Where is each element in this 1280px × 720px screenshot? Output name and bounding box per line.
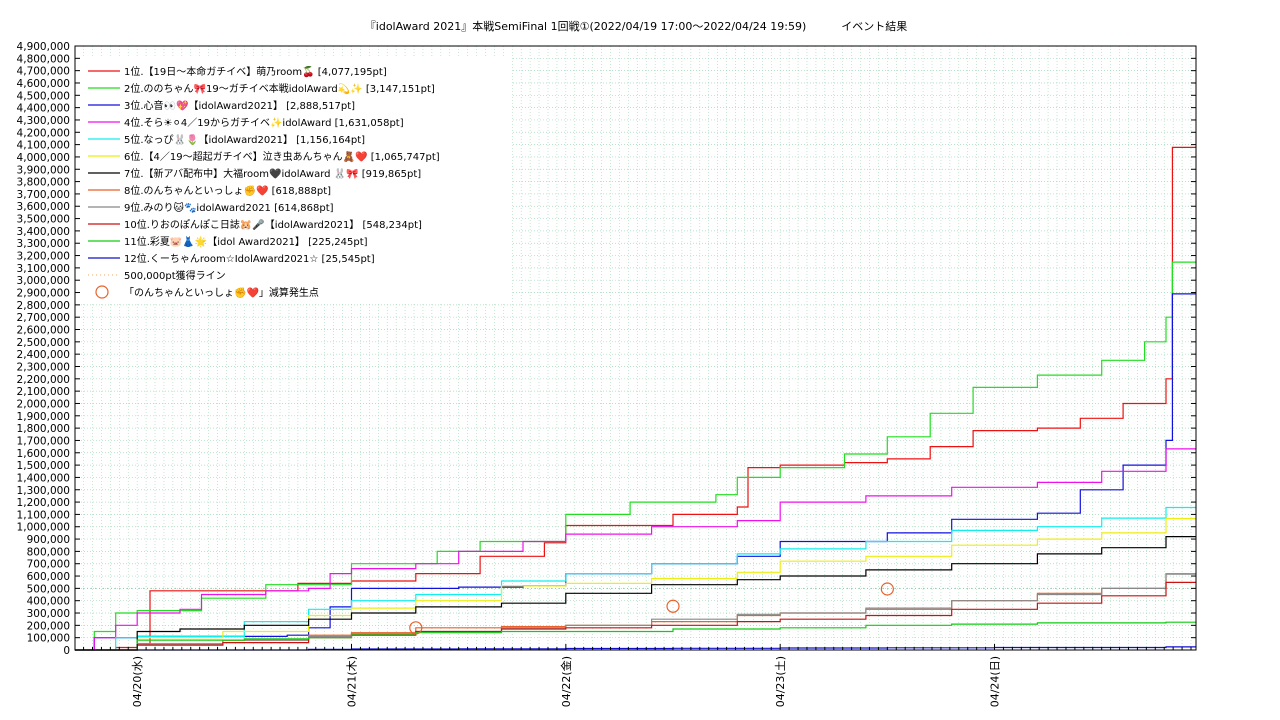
- legend-label: 8位.のんちゃんといっしょ✊❤️ [618,888pt]: [124, 184, 331, 197]
- y-tick-label: 2,300,000: [17, 361, 70, 373]
- y-tick-label: 2,900,000: [17, 288, 70, 300]
- legend-label-marker: 「のんちゃんといっしょ✊❤️」減算発生点: [124, 286, 319, 299]
- y-tick-label: 3,400,000: [17, 226, 70, 238]
- y-tick-label: 3,700,000: [17, 189, 70, 201]
- plot-frame: [74, 45, 1197, 651]
- y-tick-label: 3,300,000: [17, 238, 70, 250]
- axes: 0100,000200,000300,000400,000500,000600,…: [17, 41, 1196, 707]
- deduction-marker: [409, 621, 423, 635]
- legend-label: 11位.彩夏🐷👗🌟【idol Award2021】 [225,245pt]: [124, 235, 368, 248]
- deduction-marker: [666, 599, 680, 613]
- legend-label: 2位.ののちゃん🎀19～ガチイベ本戦idolAward💫✨ [3,147,151…: [124, 82, 435, 95]
- y-tick-label: 1,700,000: [17, 435, 70, 447]
- y-tick-label: 4,700,000: [17, 66, 70, 78]
- y-tick-label: 2,700,000: [17, 312, 70, 324]
- y-tick-label: 1,200,000: [17, 497, 70, 509]
- y-tick-label: 3,000,000: [17, 275, 70, 287]
- legend-label: 6位.【4／19～超起ガチイベ】泣き虫あんちゃん🧸❤️ [1,065,747pt…: [124, 150, 440, 163]
- y-tick-label: 200,000: [27, 620, 70, 632]
- legend-label: 3位.心音👀💖【idolAward2021】 [2,888,517pt]: [124, 99, 355, 112]
- legend-label: 4位.そら☀︎⚪︎4／19からガチイベ✨idolAward [1,631,058…: [124, 116, 404, 129]
- y-tick-label: 100,000: [27, 633, 70, 645]
- y-tick-label: 3,200,000: [17, 251, 70, 263]
- y-tick-label: 3,800,000: [17, 177, 70, 189]
- y-tick-label: 4,600,000: [17, 78, 70, 90]
- y-tick-label: 2,500,000: [17, 337, 70, 349]
- y-tick-label: 2,400,000: [17, 349, 70, 361]
- y-tick-label: 500,000: [27, 583, 70, 595]
- y-tick-label: 3,600,000: [17, 201, 70, 213]
- y-tick-label: 1,800,000: [17, 423, 70, 435]
- y-tick-label: 1,600,000: [17, 448, 70, 460]
- x-tick-label: 04/22(金): [559, 656, 573, 707]
- y-tick-label: 0: [63, 645, 70, 657]
- y-tick-label: 700,000: [27, 559, 70, 571]
- y-tick-label: 4,000,000: [17, 152, 70, 164]
- y-tick-label: 4,100,000: [17, 140, 70, 152]
- y-tick-label: 1,300,000: [17, 485, 70, 497]
- legend-box: [80, 56, 512, 304]
- legend-label: 7位.【新アバ配布中】大福room🖤idolAward 🐰🎀 [919,865p…: [124, 167, 421, 180]
- legend-label: 1位.【19日～本命ガチイベ】萌乃room🍒 [4,077,195pt]: [124, 65, 387, 78]
- y-tick-label: 3,500,000: [17, 214, 70, 226]
- series-line-rank-9: [75, 573, 1196, 651]
- y-tick-label: 800,000: [27, 546, 70, 558]
- legend-label: 12位.くーちゃんroom☆IdolAward2021☆ [25,545pt]: [124, 252, 375, 265]
- y-tick-label: 2,000,000: [17, 398, 70, 410]
- y-tick-label: 4,800,000: [17, 53, 70, 65]
- x-tick-label: 04/23(土): [774, 656, 787, 707]
- y-tick-label: 4,400,000: [17, 103, 70, 115]
- deduction-marker: [880, 582, 894, 596]
- y-tick-label: 1,100,000: [17, 509, 70, 521]
- series-line-rank-8: [75, 573, 1196, 651]
- y-tick-label: 2,800,000: [17, 300, 70, 312]
- y-tick-label: 2,100,000: [17, 386, 70, 398]
- y-tick-label: 1,500,000: [17, 460, 70, 472]
- y-tick-label: 900,000: [27, 534, 70, 546]
- x-tick-label: 04/24(日): [989, 656, 1002, 707]
- series-line-rank-2: [75, 261, 1196, 651]
- y-tick-label: 600,000: [27, 571, 70, 583]
- y-tick-label: 3,100,000: [17, 263, 70, 275]
- y-tick-label: 2,200,000: [17, 374, 70, 386]
- x-tick-label: 04/20(水): [131, 656, 144, 707]
- y-tick-label: 400,000: [27, 596, 70, 608]
- series-line-rank-5: [75, 506, 1196, 651]
- series-line-rank-4: [75, 448, 1196, 651]
- y-tick-label: 300,000: [27, 608, 70, 620]
- y-tick-label: 1,000,000: [17, 522, 70, 534]
- y-tick-label: 3,900,000: [17, 164, 70, 176]
- y-tick-label: 1,900,000: [17, 411, 70, 423]
- y-tick-label: 2,600,000: [17, 325, 70, 337]
- legend-label: 5位.なっぴ🐰🌷【idolAward2021】 [1,156,164pt]: [124, 133, 365, 146]
- x-tick-label: 04/21(木): [345, 656, 358, 707]
- chart-title: 『idolAward 2021』本戦SemiFinal 1回戦①(2022/04…: [365, 19, 907, 33]
- legend-marker-icon: [95, 285, 109, 299]
- legend-label-threshold: 500,000pt獲得ライン: [124, 269, 226, 282]
- y-tick-label: 4,900,000: [17, 41, 70, 53]
- series-line-rank-3: [75, 293, 1196, 651]
- series-line-rank-10: [75, 581, 1196, 651]
- legend: 1位.【19日～本命ガチイベ】萌乃room🍒 [4,077,195pt] 2位.の…: [80, 56, 512, 304]
- legend-label: 10位.りおのぽんぽこ日誌🐹🎤【idolAward2021】 [548,234p…: [124, 218, 422, 231]
- y-tick-label: 4,500,000: [17, 90, 70, 102]
- legend-label: 9位.みのり🐱🐾idolAward2021 [614,868pt]: [124, 201, 334, 214]
- y-tick-label: 4,300,000: [17, 115, 70, 127]
- y-tick-label: 1,400,000: [17, 472, 70, 484]
- series-line-rank-7: [75, 536, 1196, 651]
- series-line-rank-11: [75, 621, 1196, 651]
- y-tick-label: 4,200,000: [17, 127, 70, 139]
- markers: [409, 582, 894, 635]
- series-line-rank-6: [75, 518, 1196, 651]
- series-line-rank-1: [75, 146, 1196, 651]
